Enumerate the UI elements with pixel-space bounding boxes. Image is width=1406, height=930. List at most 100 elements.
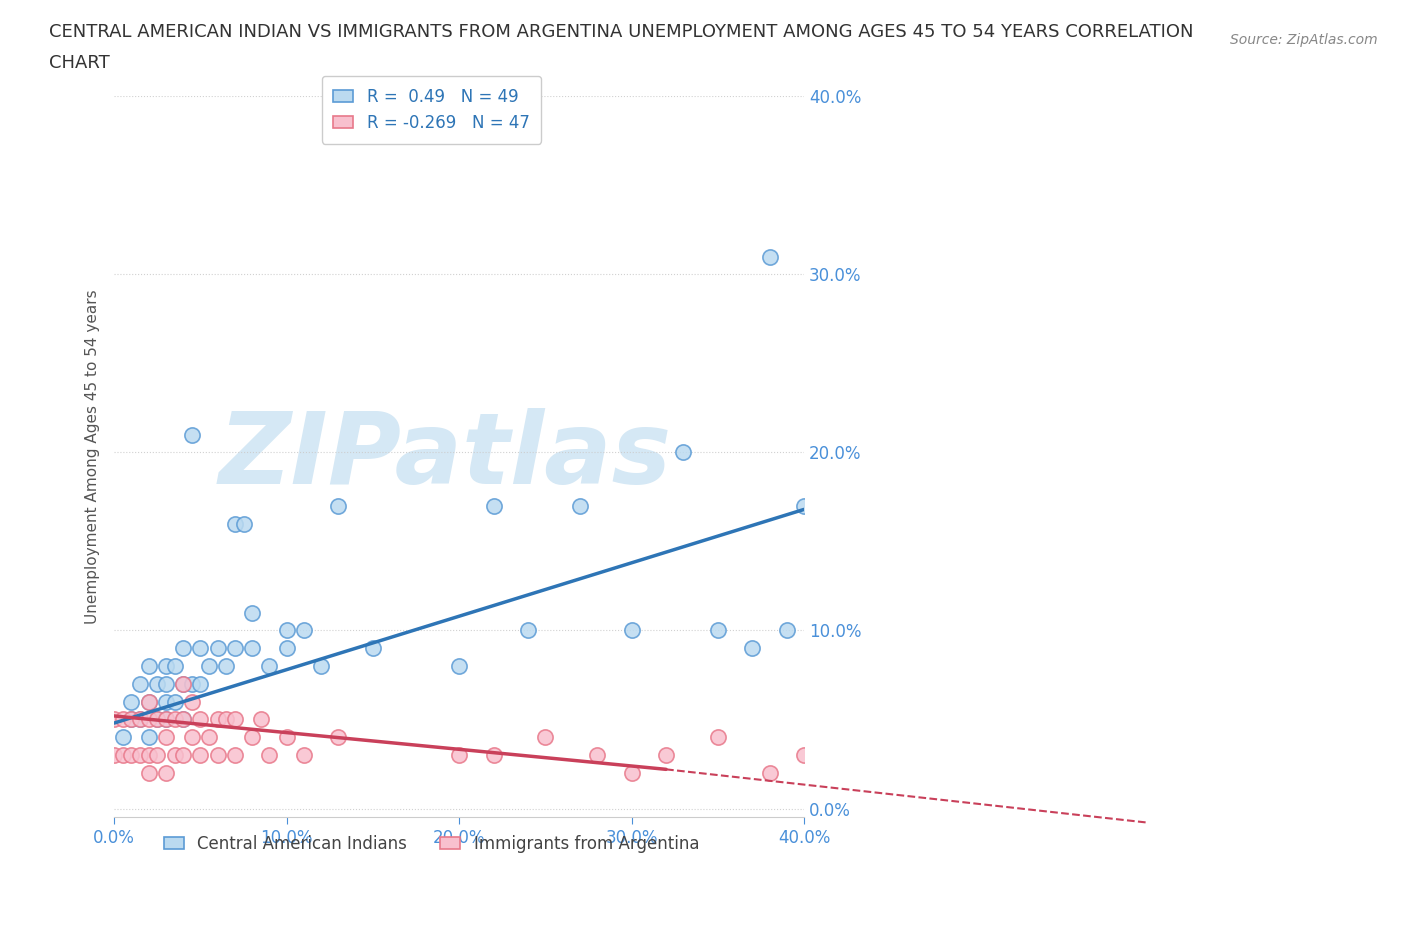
Point xyxy=(129,748,152,763)
Point xyxy=(707,623,730,638)
Point xyxy=(111,712,134,727)
Point xyxy=(240,641,263,656)
Point xyxy=(240,605,263,620)
Point xyxy=(155,712,177,727)
Point xyxy=(163,748,186,763)
Point xyxy=(111,730,134,745)
Point xyxy=(172,676,194,691)
Point xyxy=(163,695,186,710)
Point xyxy=(190,748,212,763)
Point xyxy=(172,712,194,727)
Point xyxy=(120,748,142,763)
Point xyxy=(207,748,229,763)
Point xyxy=(449,658,471,673)
Point xyxy=(146,676,169,691)
Point xyxy=(163,658,186,673)
Point xyxy=(138,695,160,710)
Point xyxy=(180,427,202,442)
Point xyxy=(292,748,315,763)
Point xyxy=(172,748,194,763)
Point xyxy=(240,730,263,745)
Point xyxy=(103,712,125,727)
Point xyxy=(224,748,246,763)
Point xyxy=(163,712,186,727)
Point xyxy=(707,730,730,745)
Point xyxy=(120,695,142,710)
Point xyxy=(276,641,298,656)
Point xyxy=(232,516,254,531)
Point xyxy=(741,641,763,656)
Point xyxy=(449,748,471,763)
Point xyxy=(534,730,557,745)
Point xyxy=(309,658,332,673)
Point xyxy=(620,623,643,638)
Text: CHART: CHART xyxy=(49,54,110,72)
Point xyxy=(111,748,134,763)
Point xyxy=(793,748,815,763)
Point xyxy=(190,712,212,727)
Y-axis label: Unemployment Among Ages 45 to 54 years: Unemployment Among Ages 45 to 54 years xyxy=(86,289,100,624)
Point xyxy=(215,658,238,673)
Point xyxy=(180,695,202,710)
Point xyxy=(207,641,229,656)
Point xyxy=(120,712,142,727)
Point xyxy=(155,658,177,673)
Point xyxy=(155,730,177,745)
Point xyxy=(129,712,152,727)
Point xyxy=(103,748,125,763)
Point xyxy=(155,712,177,727)
Point xyxy=(129,712,152,727)
Point xyxy=(215,712,238,727)
Text: Source: ZipAtlas.com: Source: ZipAtlas.com xyxy=(1230,33,1378,46)
Point xyxy=(138,765,160,780)
Point xyxy=(190,641,212,656)
Point xyxy=(276,730,298,745)
Point xyxy=(172,676,194,691)
Point xyxy=(198,658,221,673)
Point xyxy=(361,641,384,656)
Point xyxy=(138,730,160,745)
Point xyxy=(517,623,540,638)
Point xyxy=(224,641,246,656)
Point xyxy=(776,623,799,638)
Point xyxy=(180,676,202,691)
Point xyxy=(292,623,315,638)
Point xyxy=(146,712,169,727)
Point xyxy=(138,695,160,710)
Point xyxy=(180,730,202,745)
Legend: Central American Indians, Immigrants from Argentina: Central American Indians, Immigrants fro… xyxy=(157,829,706,859)
Point xyxy=(120,712,142,727)
Point xyxy=(276,623,298,638)
Point xyxy=(482,498,505,513)
Point xyxy=(224,516,246,531)
Text: CENTRAL AMERICAN INDIAN VS IMMIGRANTS FROM ARGENTINA UNEMPLOYMENT AMONG AGES 45 : CENTRAL AMERICAN INDIAN VS IMMIGRANTS FR… xyxy=(49,23,1194,41)
Point xyxy=(146,748,169,763)
Text: ZIPatlas: ZIPatlas xyxy=(219,408,672,505)
Point xyxy=(259,658,281,673)
Point xyxy=(190,676,212,691)
Point xyxy=(172,641,194,656)
Point xyxy=(328,730,350,745)
Point xyxy=(138,658,160,673)
Point xyxy=(586,748,609,763)
Point xyxy=(328,498,350,513)
Point xyxy=(155,676,177,691)
Point xyxy=(249,712,271,727)
Point xyxy=(129,676,152,691)
Point xyxy=(224,712,246,727)
Point xyxy=(138,748,160,763)
Point xyxy=(482,748,505,763)
Point xyxy=(758,249,780,264)
Point xyxy=(259,748,281,763)
Point xyxy=(568,498,591,513)
Point xyxy=(146,712,169,727)
Point xyxy=(793,498,815,513)
Point xyxy=(155,695,177,710)
Point xyxy=(620,765,643,780)
Point xyxy=(758,765,780,780)
Point xyxy=(155,765,177,780)
Point xyxy=(138,712,160,727)
Point xyxy=(172,712,194,727)
Point xyxy=(207,712,229,727)
Point xyxy=(198,730,221,745)
